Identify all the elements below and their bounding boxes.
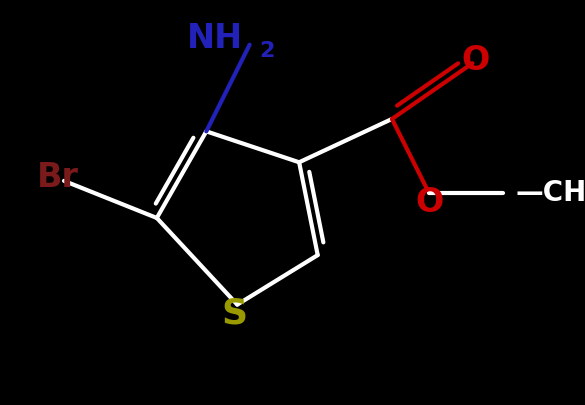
Text: 2: 2 bbox=[259, 41, 274, 61]
Text: S: S bbox=[221, 297, 247, 331]
Text: Br: Br bbox=[37, 161, 79, 194]
Text: O: O bbox=[462, 44, 490, 77]
Text: NH: NH bbox=[187, 22, 243, 55]
Text: O: O bbox=[415, 186, 443, 219]
Text: —CH₃: —CH₃ bbox=[516, 179, 585, 207]
